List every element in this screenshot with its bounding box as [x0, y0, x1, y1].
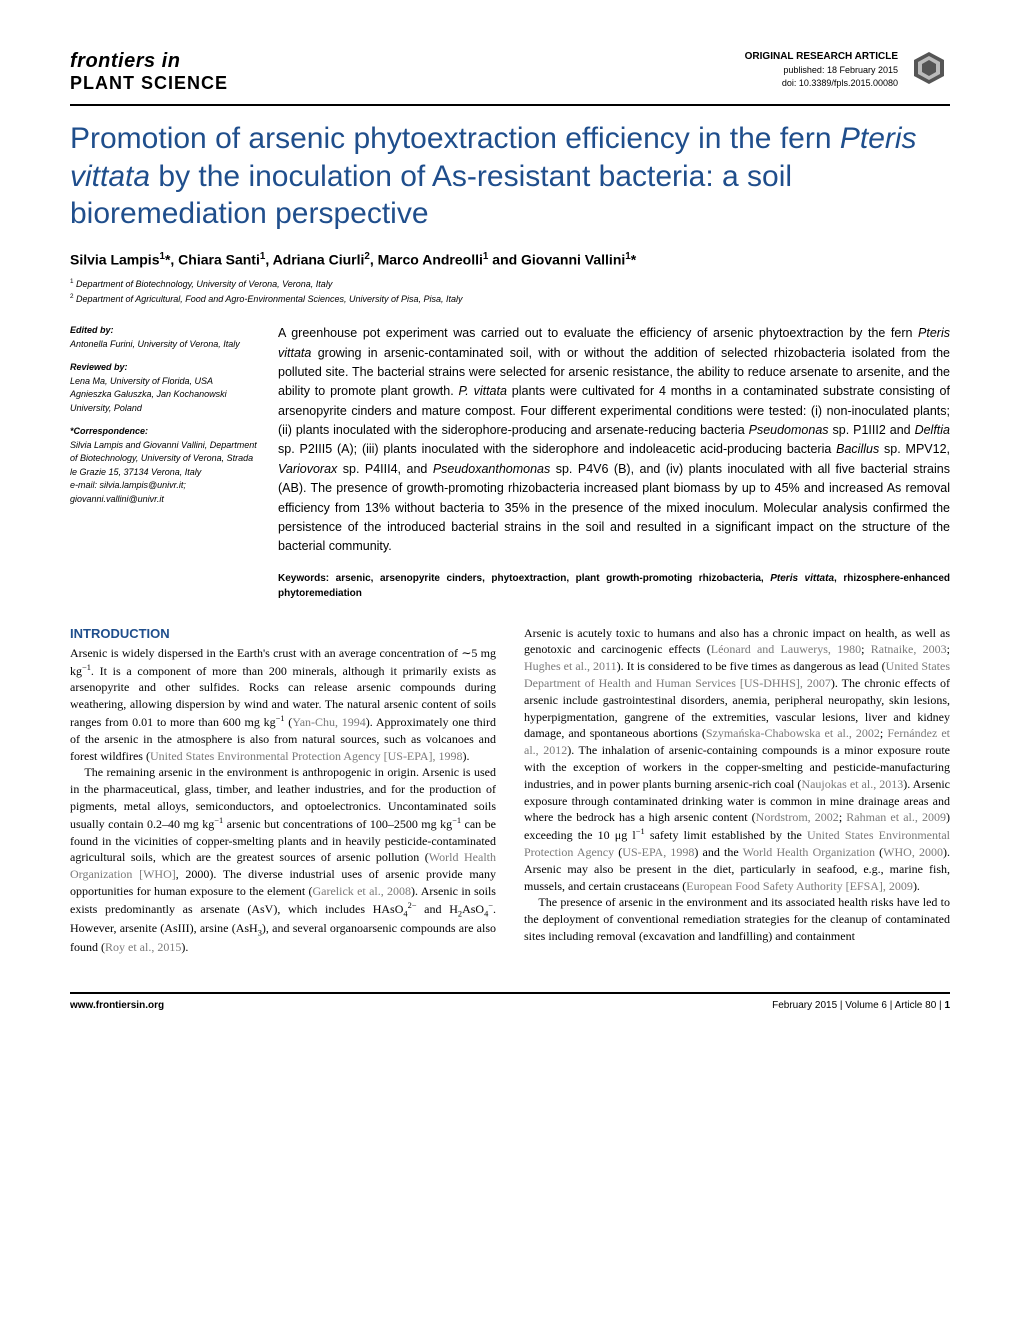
journal-brand: frontiers in PLANT SCIENCE [70, 50, 228, 94]
header-right: ORIGINAL RESEARCH ARTICLE published: 18 … [745, 50, 950, 89]
correspondence-text: Silvia Lampis and Giovanni Vallini, Depa… [70, 439, 260, 507]
footer-citation: February 2015 | Volume 6 | Article 80 | … [772, 1000, 950, 1011]
footer-url: www.frontiersin.org [70, 1000, 164, 1011]
column-left: INTRODUCTION Arsenic is widely dispersed… [70, 625, 496, 956]
affiliations: 1 Department of Biotechnology, Universit… [70, 277, 950, 306]
header-meta: ORIGINAL RESEARCH ARTICLE published: 18 … [745, 50, 898, 89]
section-heading-introduction: INTRODUCTION [70, 625, 496, 643]
authors: Silvia Lampis1*, Chiara Santi1, Adriana … [70, 251, 950, 268]
abstract-section: Edited by: Antonella Furini, University … [70, 324, 950, 601]
intro-para-4: The presence of arsenic in the environme… [524, 894, 950, 944]
abstract-text: A greenhouse pot experiment was carried … [278, 326, 950, 553]
brand-bottom: PLANT SCIENCE [70, 73, 228, 94]
edited-by-label: Edited by: [70, 324, 260, 338]
keywords: Keywords: arsenic, arsenopyrite cinders,… [278, 571, 950, 601]
frontiers-logo-icon [908, 50, 950, 88]
column-right: Arsenic is acutely toxic to humans and a… [524, 625, 950, 956]
body-text: INTRODUCTION Arsenic is widely dispersed… [70, 625, 950, 956]
page-header: frontiers in PLANT SCIENCE ORIGINAL RESE… [70, 50, 950, 106]
edited-by-name: Antonella Furini, University of Verona, … [70, 338, 260, 352]
editorial-sidebar: Edited by: Antonella Furini, University … [70, 324, 260, 601]
doi: doi: 10.3389/fpls.2015.00080 [745, 77, 898, 90]
intro-para-3: Arsenic is acutely toxic to humans and a… [524, 625, 950, 895]
reviewed-by-names: Lena Ma, University of Florida, USA Agni… [70, 375, 260, 416]
article-title: Promotion of arsenic phytoextraction eff… [70, 120, 950, 233]
intro-para-1: Arsenic is widely dispersed in the Earth… [70, 645, 496, 765]
abstract: A greenhouse pot experiment was carried … [278, 324, 950, 601]
correspondence-label: *Correspondence: [70, 425, 260, 439]
intro-para-2: The remaining arsenic in the environment… [70, 764, 496, 955]
published-date: published: 18 February 2015 [745, 64, 898, 77]
article-type: ORIGINAL RESEARCH ARTICLE [745, 50, 898, 64]
reviewed-by-label: Reviewed by: [70, 361, 260, 375]
brand-top: frontiers in [70, 50, 228, 73]
page-footer: www.frontiersin.org February 2015 | Volu… [70, 992, 950, 1011]
